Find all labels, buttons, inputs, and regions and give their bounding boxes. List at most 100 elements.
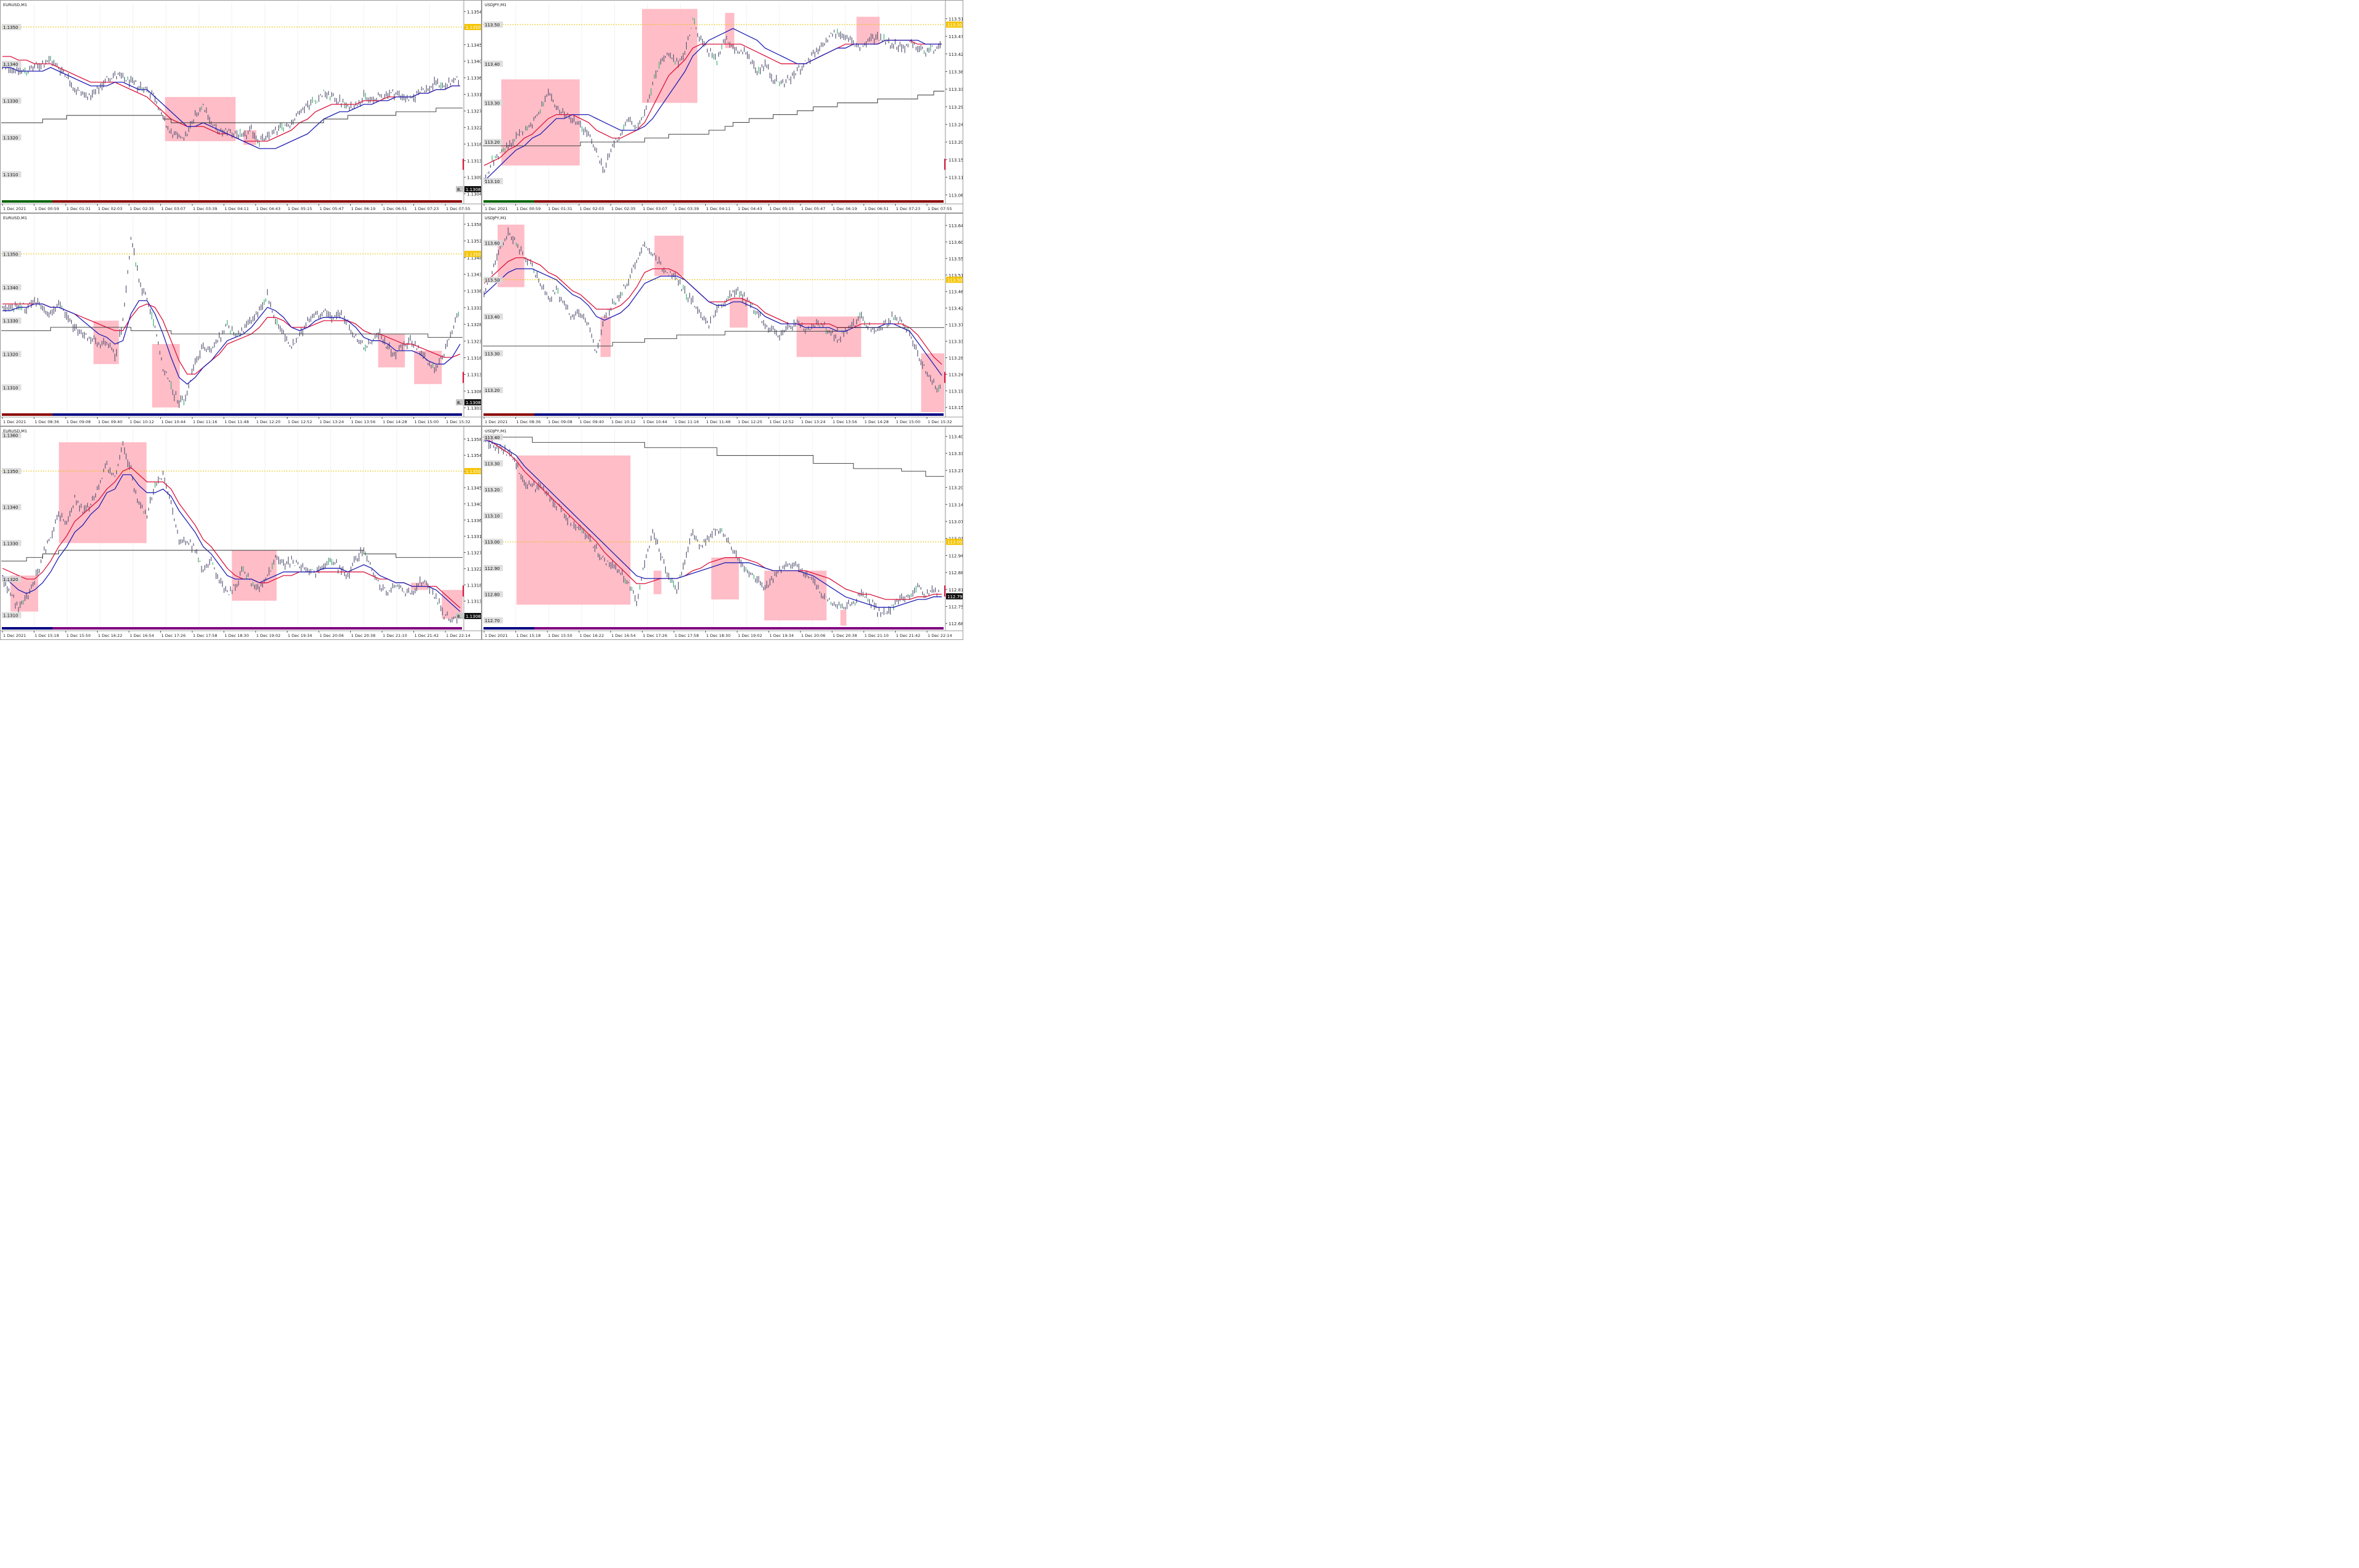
price-tick-label: 113.143 (949, 502, 963, 507)
time-tick-label: 1 Dec 16:22 (580, 633, 604, 638)
dotted-level-badge-label: 113.500 (947, 23, 963, 28)
chart-symbol-title: USDJPY,M1 (485, 429, 506, 434)
time-tick-label: 1 Dec 01:31 (66, 206, 91, 211)
price-tick-label: 1.13319 (467, 534, 482, 539)
time-tick-label: 1 Dec 12:20 (256, 419, 281, 424)
level-label-box (483, 276, 503, 283)
level-label-box (483, 512, 503, 519)
time-tick-label: 1 Dec 20:06 (319, 633, 344, 638)
price-tick-label: 1.13039 (467, 406, 482, 411)
highlight-zone (152, 344, 180, 408)
chart-pane-usdjpy-2[interactable]: 113.648 113.603 113.558 113.513 113.468 113.4… (482, 213, 963, 426)
stop-level-line (483, 327, 944, 346)
level-label: 113.30 (485, 461, 500, 466)
session-strip (2, 413, 462, 416)
current-price-prefix: 8. (457, 400, 461, 405)
price-chart-1[interactable]: 113.515 113.470 113.425 113.380 113.335 113.2… (482, 1, 963, 213)
level-label-box (483, 177, 503, 184)
price-tick-label: 113.425 (949, 52, 963, 57)
level-label-box (483, 434, 503, 440)
price-chart-5[interactable]: 113.403 113.338 113.273 113.208 113.143 113.0… (482, 427, 963, 640)
time-tick-label: 1 Dec 04:43 (256, 206, 281, 211)
time-tick-label: 1 Dec 16:54 (130, 633, 154, 638)
session-strip-start (2, 200, 53, 203)
session-strip (483, 627, 944, 630)
level-label: 1.1340 (3, 62, 18, 67)
chart-pane-usdjpy-3[interactable]: 113.403 113.338 113.273 113.208 113.143 113.0… (482, 426, 963, 640)
time-tick-label: 1 Dec 05:47 (319, 206, 344, 211)
chart-pane-eurusd-2[interactable]: 1.13589 1.13539 1.13489 1.13439 1.13389 1.133… (0, 213, 482, 426)
time-tick-label: 1 Dec 16:54 (611, 633, 636, 638)
price-tick-label: 1.13542 (467, 10, 482, 15)
level-label-box (2, 60, 22, 67)
time-tick-label: 1 Dec 03:07 (643, 206, 668, 211)
highlight-zone (729, 298, 748, 328)
level-label: 113.50 (485, 23, 500, 28)
level-label: 113.40 (485, 62, 500, 67)
level-label-box (483, 99, 503, 106)
level-label-box (483, 60, 503, 67)
price-marker (463, 158, 464, 170)
dotted-level-badge (464, 468, 481, 475)
level-label: 1.1310 (3, 173, 18, 177)
price-tick-label: 113.243 (949, 372, 963, 377)
level-label-box (483, 350, 503, 357)
time-tick-label: 1 Dec 20:06 (801, 633, 826, 638)
price-tick-label: 113.380 (949, 70, 963, 75)
price-tick-label: 113.288 (949, 356, 963, 361)
time-tick-label: 1 Dec 07:55 (446, 206, 471, 211)
level-label-box (483, 313, 503, 320)
level-label: 1.1340 (3, 505, 18, 510)
level-label-box (2, 134, 22, 141)
price-tick-label: 1.13092 (467, 176, 482, 181)
dotted-level-badge (464, 23, 481, 30)
current-price-badge (464, 186, 481, 192)
current-price-prefix-box (456, 613, 464, 619)
ema-red-line (2, 303, 461, 375)
price-tick-label: 113.378 (949, 323, 963, 328)
level-label-box (2, 612, 22, 618)
price-chart-3[interactable]: 113.648 113.603 113.558 113.513 113.468 113.4… (482, 214, 963, 426)
time-tick-label: 1 Dec 04:11 (706, 206, 731, 211)
current-price-label: 1.13083 (466, 187, 482, 192)
price-tick-label: 1.13272 (467, 109, 482, 114)
time-tick-label: 1 Dec 11:16 (675, 419, 699, 424)
time-tick-label: 1 Dec 18:30 (706, 633, 731, 638)
highlight-zone (516, 455, 631, 605)
time-tick-label: 1 Dec 06:51 (383, 206, 407, 211)
time-tick-label: 1 Dec 08:36 (517, 419, 541, 424)
price-tick-label: 113.273 (949, 469, 963, 474)
level-label-box (483, 564, 503, 571)
time-tick-label: 1 Dec 2021 (3, 419, 26, 424)
price-chart-2[interactable]: 1.13589 1.13539 1.13489 1.13439 1.13389 1.133… (1, 214, 482, 426)
time-tick-label: 1 Dec 15:32 (928, 419, 952, 424)
price-chart-0[interactable]: 1.135421.134971.134521.134071.133621.133… (1, 1, 482, 213)
stop-level-line (483, 90, 944, 147)
price-chart-4[interactable]: 1.135891.135441.134991.134541.134091.133… (1, 427, 482, 640)
time-tick-label: 1 Dec 13:24 (801, 419, 826, 424)
time-tick-label: 1 Dec 18:30 (225, 633, 249, 638)
level-label-box (2, 384, 22, 391)
level-label-box (483, 240, 503, 246)
price-tick-label: 113.470 (949, 34, 963, 39)
time-tick-label: 1 Dec 07:23 (415, 206, 439, 211)
time-tick-label: 1 Dec 15:00 (896, 419, 921, 424)
chart-pane-eurusd-1[interactable]: 1.135421.134971.134521.134071.133621.133… (0, 0, 482, 213)
session-strip (2, 627, 462, 630)
price-tick-label: 113.290 (949, 105, 963, 110)
chart-pane-usdjpy-1[interactable]: 113.515 113.470 113.425 113.380 113.335 113.2… (482, 0, 963, 213)
dotted-level-badge (946, 539, 963, 545)
dotted-level-badge (946, 276, 963, 283)
current-price-prefix: 8. (457, 187, 461, 192)
time-tick-label: 1 Dec 14:28 (383, 419, 407, 424)
time-tick-label: 1 Dec 2021 (485, 419, 507, 424)
price-tick-label: 1.13589 (467, 437, 482, 442)
time-tick-label: 1 Dec 21:10 (864, 633, 889, 638)
level-label-box (2, 540, 22, 547)
chart-pane-eurusd-3[interactable]: 1.135891.135441.134991.134541.134091.133… (0, 426, 482, 640)
price-tick-label: 1.13139 (467, 373, 482, 378)
price-tick-label: 113.423 (949, 306, 963, 311)
price-tick-label: 1.13047 (467, 192, 482, 197)
level-label-box (483, 617, 503, 624)
time-tick-label: 1 Dec 16:22 (98, 633, 123, 638)
